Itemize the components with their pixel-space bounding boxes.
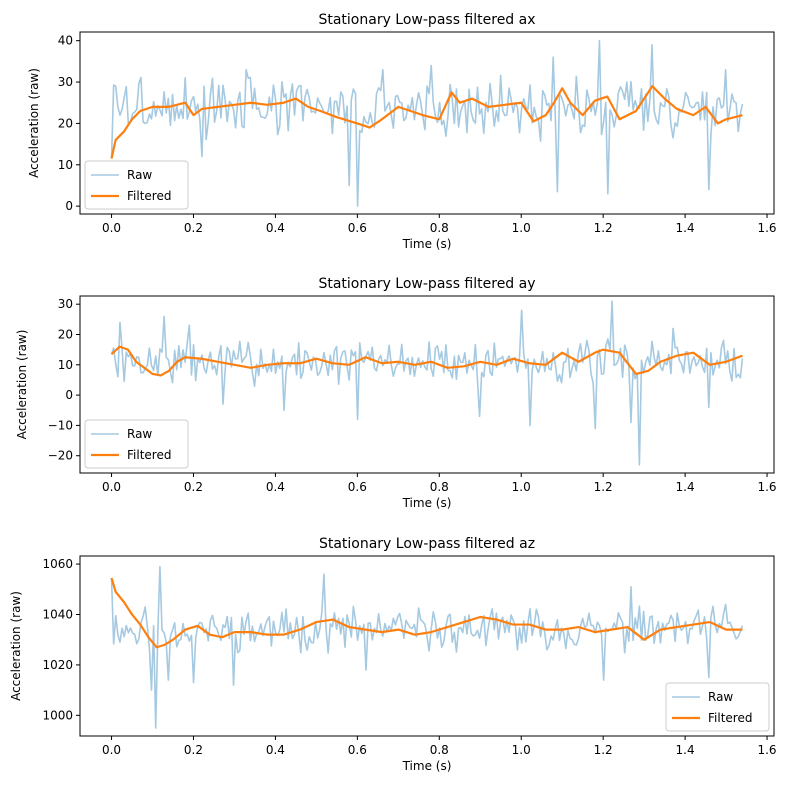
series-raw-line — [110, 39, 744, 207]
y-tick-label: 10 — [58, 358, 73, 372]
chart-title: Stationary Low-pass filtered ax — [318, 12, 535, 28]
x-axis-label: Time (s) — [402, 759, 452, 773]
chart-title: Stationary Low-pass filtered ay — [318, 276, 535, 292]
x-tick-label: 0.8 — [430, 221, 449, 235]
legend: Raw Filtered — [84, 419, 189, 469]
x-tick-label: 0.6 — [348, 221, 367, 235]
y-tick-label: −10 — [48, 418, 73, 432]
legend-label-filtered: Filtered — [127, 448, 171, 462]
x-tick-label: 0.6 — [348, 480, 367, 494]
x-tick-label: 1.4 — [676, 221, 695, 235]
legend-label-filtered: Filtered — [708, 711, 752, 725]
x-tick-label: 0.2 — [184, 221, 203, 235]
x-tick-label: 1.0 — [512, 221, 531, 235]
x-tick-label: 1.2 — [594, 480, 613, 494]
x-tick-label: 1.0 — [512, 480, 531, 494]
x-tick-label: 0.4 — [266, 480, 285, 494]
x-tick-label: 1.2 — [594, 743, 613, 757]
chart-title: Stationary Low-pass filtered az — [319, 536, 535, 552]
y-tick-label: 20 — [58, 327, 73, 341]
y-tick-label: 30 — [58, 75, 73, 89]
y-tick-label: 1000 — [42, 708, 73, 722]
x-tick-label: 0.6 — [348, 743, 367, 757]
x-tick-label: 1.4 — [676, 480, 695, 494]
series-filtered-line — [110, 345, 743, 377]
y-tick-label: 1060 — [42, 557, 73, 571]
legend: Raw Filtered — [665, 682, 770, 732]
y-tick-label: 0 — [65, 388, 73, 402]
x-tick-label: 1.6 — [757, 221, 776, 235]
x-tick-label: 0.4 — [266, 221, 285, 235]
x-tick-label: 0.0 — [102, 221, 121, 235]
y-axis-label: Acceleration (raw) — [27, 68, 41, 178]
series-raw-line — [110, 300, 744, 466]
axes-frame — [79, 555, 775, 737]
x-tick-label: 0.0 — [102, 743, 121, 757]
y-tick-label: 1040 — [42, 607, 73, 621]
x-tick-label: 0.2 — [184, 743, 203, 757]
legend: Raw Filtered — [84, 160, 189, 210]
series-filtered-line — [110, 577, 743, 649]
x-tick-label: 1.4 — [676, 743, 695, 757]
series-filtered-line — [110, 85, 743, 159]
axes-frame — [79, 295, 775, 474]
y-tick-label: 30 — [58, 297, 73, 311]
y-tick-label: 0 — [65, 199, 73, 213]
legend-label-raw: Raw — [127, 168, 152, 182]
y-tick-label: 40 — [58, 34, 73, 48]
x-tick-label: 0.2 — [184, 480, 203, 494]
y-tick-label: 1020 — [42, 658, 73, 672]
x-tick-label: 0.4 — [266, 743, 285, 757]
y-tick-label: 10 — [58, 158, 73, 172]
y-tick-label: −20 — [48, 449, 73, 463]
y-axis-label: Acceleration (raw) — [9, 591, 23, 701]
legend-label-raw: Raw — [127, 427, 152, 441]
x-tick-label: 0.8 — [430, 480, 449, 494]
x-axis-label: Time (s) — [402, 237, 452, 251]
subplot-1: 0.0 0.2 0.4 0.6 0.8 1.0 1.2 1.4 1.6 0 10 20 30 40 Stat… — [27, 12, 777, 251]
subplot-3: 0.0 0.2 0.4 0.6 0.8 1.0 1.2 1.4 1.6 1000 1020 1040 1… — [9, 536, 777, 773]
x-tick-label: 0.0 — [102, 480, 121, 494]
legend-label-raw: Raw — [708, 690, 733, 704]
x-tick-label: 1.2 — [594, 221, 613, 235]
x-tick-label: 1.0 — [512, 743, 531, 757]
subplot-2: 0.0 0.2 0.4 0.6 0.8 1.0 1.2 1.4 1.6 −20 −10 0 10 20 30… — [15, 276, 777, 510]
y-tick-label: 20 — [58, 116, 73, 130]
x-axis-label: Time (s) — [402, 496, 452, 510]
x-tick-label: 1.6 — [757, 480, 776, 494]
x-tick-label: 1.6 — [757, 743, 776, 757]
legend-label-filtered: Filtered — [127, 189, 171, 203]
y-axis-label: Acceleration (raw) — [15, 330, 29, 440]
series-raw-line — [110, 565, 744, 729]
x-tick-label: 0.8 — [430, 743, 449, 757]
